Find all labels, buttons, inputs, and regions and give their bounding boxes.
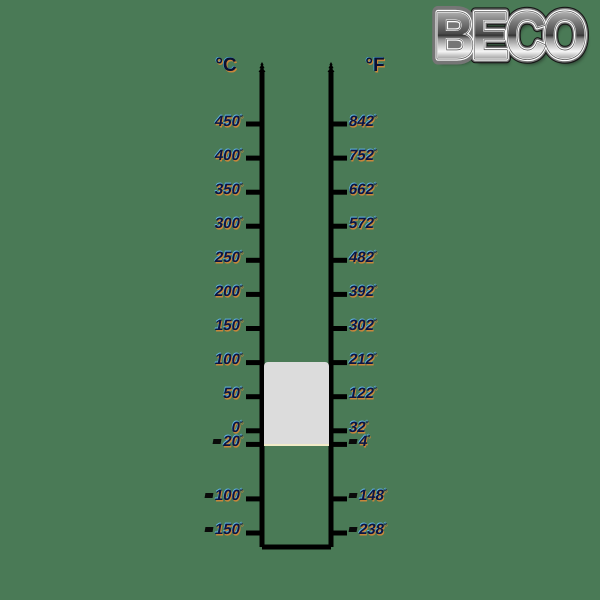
svg-text:BECO: BECO	[434, 6, 585, 72]
